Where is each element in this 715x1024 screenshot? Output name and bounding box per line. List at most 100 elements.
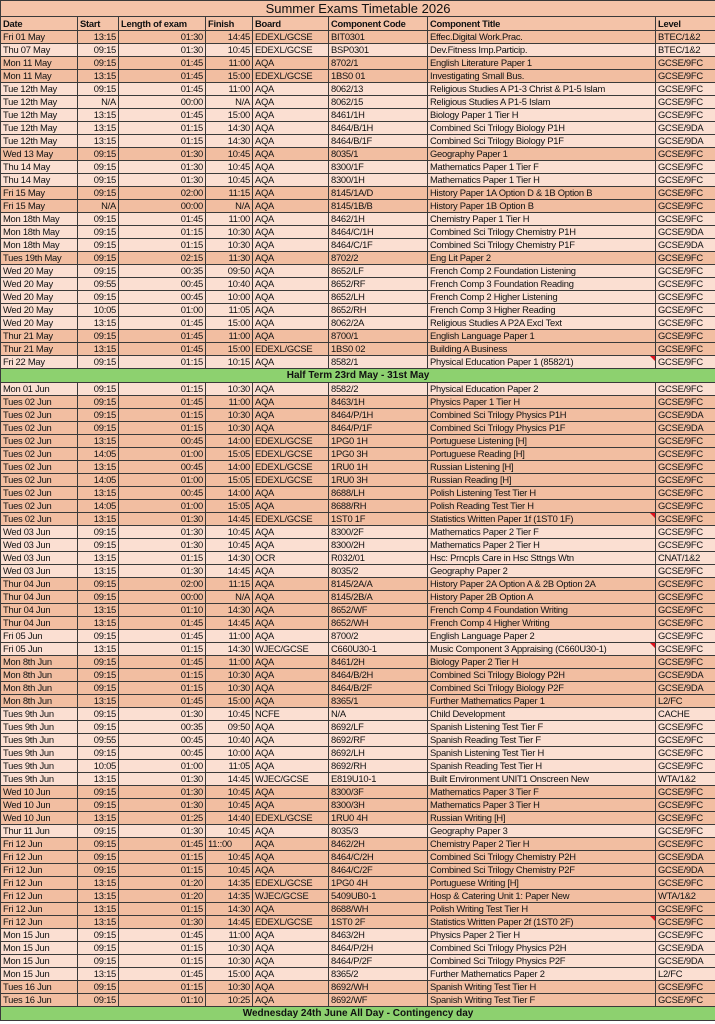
cell-component-code: 8464/B/1H [328, 121, 428, 135]
cell-length: 01:10 [118, 603, 206, 617]
cell-length: 01:15 [118, 355, 206, 369]
cell-start: 09:15 [77, 251, 119, 265]
table-row: Fri 12 Jun 13:15 01:15 14:30 AQA 8688/WH Polis… [0, 902, 715, 916]
cell-level: GCSE/9FC [654, 720, 715, 734]
cell-component-title: Statistics Written Paper 2f (1ST0 2F) [427, 915, 656, 929]
table-row: Mon 8th Jun 09:15 01:45 11:00 AQA 8461/2H Biol… [0, 655, 715, 669]
cell-date: Wed 10 Jun [0, 811, 78, 825]
cell-board: AQA [252, 668, 329, 682]
table-row: Tues 02 Jun 09:15 01:15 10:30 AQA 8464/P/1H Co… [0, 408, 715, 422]
table-row: Wed 03 Jun 13:15 01:30 14:45 AQA 8035/2 Geogra… [0, 564, 715, 578]
cell-board: WJEC/GCSE [252, 642, 329, 656]
cell-component-code: 8582/2 [328, 382, 428, 396]
cell-board: AQA [252, 564, 329, 578]
cell-length: 00:45 [118, 434, 206, 448]
cell-component-title: Dev.Fitness Imp.Particip. [427, 43, 656, 57]
cell-finish: 10:30 [205, 941, 253, 955]
cell-date: Fri 15 May [0, 199, 78, 213]
table-row: Mon 15 Jun 09:15 01:15 10:30 AQA 8464/P/2F Com… [0, 954, 715, 968]
cell-component-code: 8461/1H [328, 108, 428, 122]
cell-level: GCSE/9FC [654, 655, 715, 669]
cell-board: AQA [252, 134, 329, 148]
cell-start: 09:15 [77, 329, 119, 343]
cell-component-code: 1RU0 4H [328, 811, 428, 825]
table-row: Fri 12 Jun 13:15 01:20 14:35 WJEC/GCSE 5409UB… [0, 889, 715, 903]
cell-start: 13:15 [77, 30, 119, 44]
cell-level: GCSE/9FC [654, 993, 715, 1007]
cell-finish: 10:30 [205, 408, 253, 422]
cell-finish: 15:00 [205, 69, 253, 83]
cell-component-title: Combined Sci Trilogy Chemistry P1F [427, 238, 656, 252]
cell-component-code: 8702/2 [328, 251, 428, 265]
cell-date: Thur 21 May [0, 329, 78, 343]
cell-start: 13:15 [77, 772, 119, 786]
cell-level: GCSE/9FC [654, 460, 715, 474]
cell-level: GCSE/9FC [654, 355, 715, 369]
cell-component-title: Combined Sci Trilogy Biology P1F [427, 134, 656, 148]
cell-date: Tues 9th Jun [0, 772, 78, 786]
cell-component-title: Geography Paper 1 [427, 147, 656, 161]
cell-component-title: Portuguese Listening [H] [427, 434, 656, 448]
cell-finish: 14:45 [205, 30, 253, 44]
cell-component-title: Chemistry Paper 2 Tier H [427, 837, 656, 851]
cell-start: 14:05 [77, 473, 119, 487]
cell-finish: 14:30 [205, 121, 253, 135]
cell-start: 09:15 [77, 264, 119, 278]
cell-date: Tue 12th May [0, 121, 78, 135]
cell-component-title: Music Component 3 Appraising (C660U30-1) [427, 642, 656, 656]
cell-finish: 14:00 [205, 460, 253, 474]
cell-length: 01:15 [118, 863, 206, 877]
cell-component-title: Mathematics Paper 2 Tier F [427, 525, 656, 539]
cell-start: 13:15 [77, 486, 119, 500]
cell-level: GCSE/9FC [654, 147, 715, 161]
cell-start: 09:15 [77, 82, 119, 96]
cell-length: 01:30 [118, 512, 206, 526]
cell-date: Tue 12th May [0, 108, 78, 122]
cell-component-title: Russian Listening [H] [427, 460, 656, 474]
cell-start: 13:15 [77, 603, 119, 617]
cell-component-title: Physics Paper 1 Tier H [427, 395, 656, 409]
cell-board: AQA [252, 95, 329, 109]
cell-component-code: 8464/C/1F [328, 238, 428, 252]
cell-component-title: Religious Studies A P1-5 Islam [427, 95, 656, 109]
cell-component-code: 8300/3H [328, 798, 428, 812]
cell-date: Fri 01 May [0, 30, 78, 44]
cell-length: 01:45 [118, 108, 206, 122]
cell-component-title: Combined Sci Trilogy Physics P2F [427, 954, 656, 968]
cell-board: AQA [252, 863, 329, 877]
cell-component-title: Mathematics Paper 3 Tier F [427, 785, 656, 799]
cell-component-code: 8688/RH [328, 499, 428, 513]
cell-finish: 11:00 [205, 655, 253, 669]
cell-finish: 10:00 [205, 746, 253, 760]
table-row: Tues 9th Jun 09:55 00:45 10:40 AQA 8692/RF Spa… [0, 733, 715, 747]
cell-level: GCSE/9DA [654, 134, 715, 148]
cell-finish: 10:45 [205, 173, 253, 187]
table-row: Thur 04 Jun 13:15 01:45 14:45 AQA 8652/WH Fren… [0, 616, 715, 630]
cell-length: 01:45 [118, 629, 206, 643]
cell-component-code: N/A [328, 707, 428, 721]
table-row: Tues 9th Jun 09:15 00:35 09:50 AQA 8692/LF Spa… [0, 720, 715, 734]
table-row: Wed 10 Jun 09:15 01:30 10:45 AQA 8300/3H Mathe… [0, 798, 715, 812]
cell-date: Tues 02 Jun [0, 408, 78, 422]
cell-component-code: 8464/C/2F [328, 863, 428, 877]
cell-start: 09:15 [77, 785, 119, 799]
cell-length: 01:45 [118, 69, 206, 83]
cell-component-title: Effec.Digital Work.Prac. [427, 30, 656, 44]
table-row: Thu 14 May 09:15 01:30 10:45 AQA 8300/1H Mathe… [0, 173, 715, 187]
cell-length: 01:15 [118, 980, 206, 994]
cell-board: AQA [252, 655, 329, 669]
table-row: Thur 04 Jun 13:15 01:10 14:30 AQA 8652/WF Fren… [0, 603, 715, 617]
cell-finish: 14:00 [205, 486, 253, 500]
table-row: Wed 03 Jun 09:15 01:30 10:45 AQA 8300/2H Mathe… [0, 538, 715, 552]
cell-start: 09:15 [77, 655, 119, 669]
cell-board: AQA [252, 980, 329, 994]
cell-start: 09:15 [77, 668, 119, 682]
cell-start: 09:15 [77, 798, 119, 812]
cell-level: GCSE/9FC [654, 915, 715, 929]
table-row: Tues 02 Jun 14:05 01:00 15:05 EDEXL/GCSE 1PG0… [0, 447, 715, 461]
cell-finish: 10:30 [205, 382, 253, 396]
cell-component-code: 8145/2B/A [328, 590, 428, 604]
table-row: Tues 9th Jun 09:15 01:30 10:45 NCFE N/A Child … [0, 707, 715, 721]
cell-start: 09:15 [77, 824, 119, 838]
cell-length: 01:15 [118, 902, 206, 916]
